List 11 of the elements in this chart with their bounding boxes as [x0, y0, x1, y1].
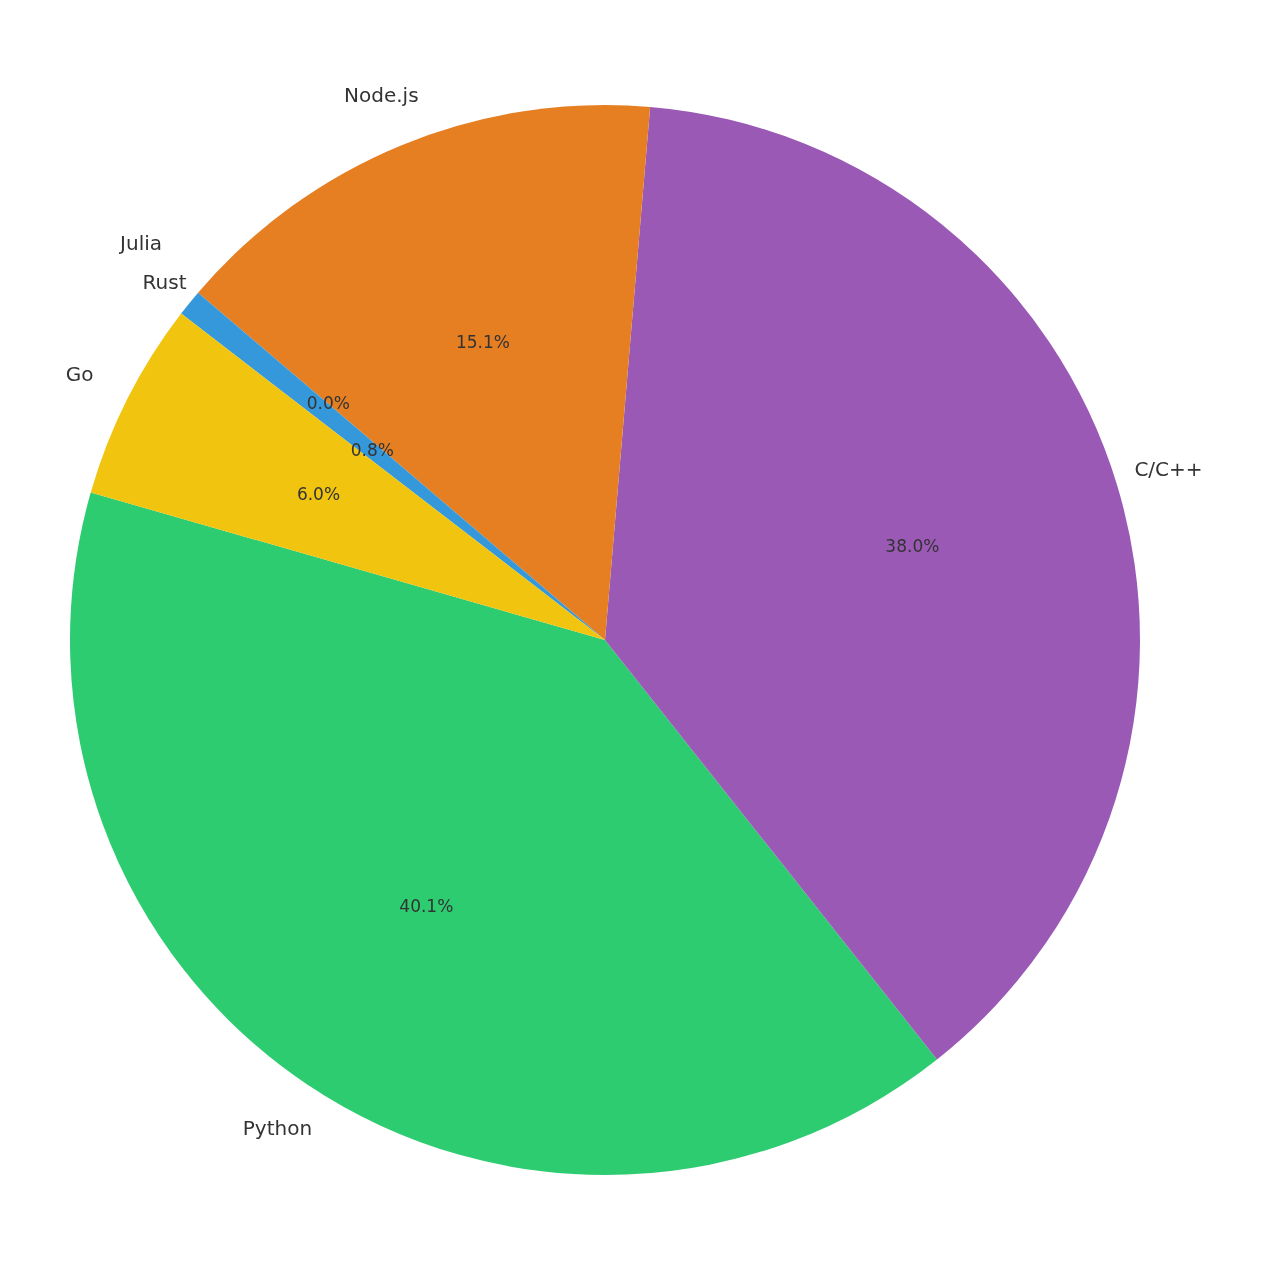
slice-label: C/C++	[1134, 457, 1203, 482]
data-label: 6.0%	[296, 484, 341, 505]
slice-label: Python	[242, 1115, 313, 1140]
data-label: 15.1%	[455, 332, 510, 353]
slice-label: Rust	[142, 269, 187, 294]
data-label: 38.0%	[885, 536, 940, 557]
slice-label: Node.js	[344, 82, 419, 107]
category-label: Julia	[120, 231, 163, 256]
slice-label: Go	[65, 361, 94, 386]
pie-slice	[198, 105, 651, 640]
data-label: 40.1%	[399, 895, 454, 916]
